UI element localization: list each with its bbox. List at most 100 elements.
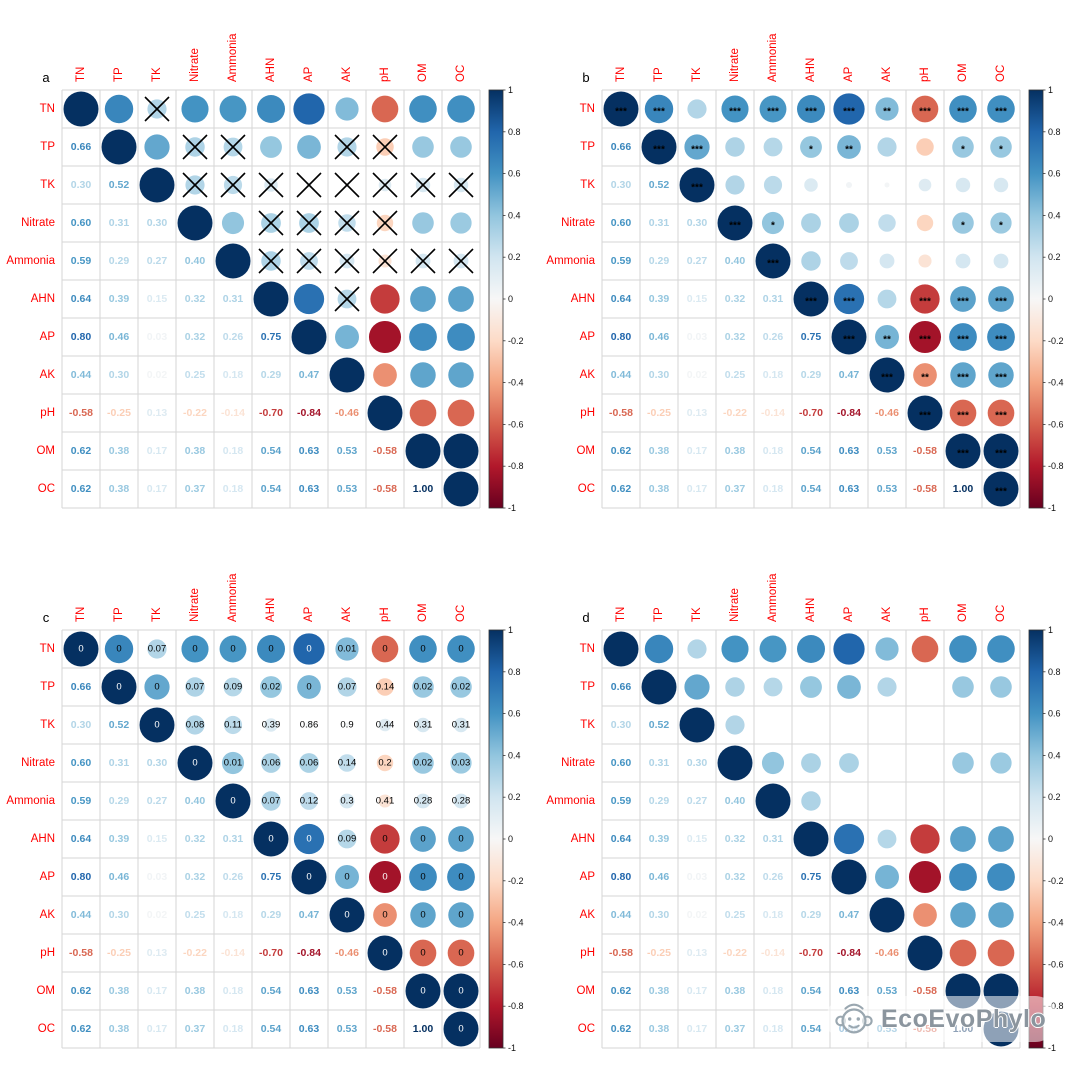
corr-circle-pH-OM bbox=[949, 939, 977, 967]
corr-value-OC-AK: 0.53 bbox=[877, 483, 898, 495]
corr-value-Ammonia-TP: 0.29 bbox=[109, 795, 130, 807]
col-label-OM: OM bbox=[957, 603, 969, 622]
corr-circle-pH-pH bbox=[907, 935, 943, 971]
sig-stars: * bbox=[999, 221, 1003, 232]
corr-circle-Nitrate-pH bbox=[916, 214, 934, 232]
corr-circle-AHN-AP bbox=[833, 283, 865, 315]
corr-circle-OC-OC bbox=[443, 471, 479, 507]
corr-value-pH-TP: -0.25 bbox=[647, 947, 671, 959]
corr-value-pH-Ammonia: -0.14 bbox=[761, 947, 785, 959]
corr-value-AK-AHN: 0.29 bbox=[801, 369, 822, 381]
p-value: 0.02 bbox=[452, 682, 471, 693]
corr-value-pH-AK: -0.46 bbox=[335, 947, 359, 959]
corr-value-pH-TK: 0.13 bbox=[687, 947, 708, 959]
corr-value-AP-AHN: 0.75 bbox=[261, 331, 282, 343]
corr-value-OC-TN: 0.62 bbox=[611, 1023, 632, 1035]
corr-circle-TN-TN bbox=[63, 91, 99, 127]
corr-value-Ammonia-TK: 0.27 bbox=[147, 255, 168, 267]
colorbar-tick-label: 0.6 bbox=[1048, 709, 1061, 719]
corr-circle-AP-AK bbox=[875, 865, 899, 889]
corr-value-OM-Ammonia: 0.18 bbox=[763, 445, 784, 457]
p-value: 0 bbox=[420, 986, 425, 997]
corr-circle-TK-OM bbox=[415, 717, 431, 733]
corr-value-Nitrate-TK: 0.30 bbox=[147, 757, 168, 769]
colorbar-tick-label: -0.8 bbox=[508, 1001, 524, 1011]
col-label-AP: AP bbox=[303, 66, 315, 82]
colorbar bbox=[488, 89, 504, 509]
insig-cross-icon bbox=[334, 172, 360, 198]
row-label-TK: TK bbox=[580, 179, 595, 191]
insig-cross-icon bbox=[334, 248, 360, 274]
col-label-TN: TN bbox=[75, 607, 87, 622]
corr-value-pH-AP: -0.84 bbox=[837, 947, 861, 959]
corr-circle-TN-TN bbox=[63, 631, 99, 667]
corr-circle-Nitrate-OC bbox=[990, 212, 1012, 234]
p-value: 0.86 bbox=[300, 720, 319, 731]
corr-value-OM-AP: 0.63 bbox=[299, 985, 320, 997]
corr-value-OM-Ammonia: 0.18 bbox=[223, 445, 244, 457]
col-label-Ammonia: Ammonia bbox=[767, 33, 779, 82]
corr-circle-Nitrate-AHN bbox=[261, 753, 281, 773]
corr-circle-Nitrate-OM bbox=[412, 212, 434, 234]
corr-circle-TN-TK bbox=[147, 639, 167, 659]
corr-circle-TK-OC bbox=[993, 177, 1009, 193]
sig-stars: *** bbox=[767, 107, 779, 118]
p-value: 0 bbox=[458, 1024, 463, 1035]
corr-circle-AP-OM bbox=[949, 323, 977, 351]
corr-value-AK-TP: 0.30 bbox=[649, 369, 670, 381]
p-value: 0.03 bbox=[452, 758, 471, 769]
row-label-TN: TN bbox=[580, 643, 595, 655]
panel-b: b TN TP TK Nitrate Ammonia AHN AP AK pH OM OC TN TP TK… bbox=[540, 0, 1080, 540]
corr-value-Ammonia-TN: 0.59 bbox=[71, 795, 92, 807]
row-label-AP: AP bbox=[580, 331, 596, 343]
corr-circle-Nitrate-AK bbox=[878, 214, 896, 232]
corr-circle-AP-AK bbox=[875, 325, 899, 349]
corr-value-Ammonia-TN: 0.59 bbox=[611, 255, 632, 267]
corr-circle-TN-pH bbox=[371, 95, 399, 123]
row-label-TN: TN bbox=[40, 103, 55, 115]
corr-circle-TN-TK bbox=[687, 639, 707, 659]
corr-circle-TP-AK bbox=[337, 677, 357, 697]
insig-cross-icon bbox=[372, 210, 398, 236]
p-value: 0 bbox=[78, 644, 83, 655]
corr-circle-TN-TP bbox=[104, 634, 134, 664]
corr-circle-TN-OM bbox=[949, 95, 977, 123]
corr-value-AHN-Ammonia: 0.31 bbox=[223, 833, 244, 845]
corr-value-pH-AHN: -0.70 bbox=[259, 947, 283, 959]
corr-circle-Ammonia-AHN bbox=[801, 791, 821, 811]
p-value: 0.12 bbox=[300, 796, 319, 807]
col-label-AK: AK bbox=[881, 66, 893, 82]
corr-value-OC-TK: 0.17 bbox=[147, 1023, 168, 1035]
corr-value-TK-TN: 0.30 bbox=[71, 179, 92, 191]
corr-circle-AP-AP bbox=[291, 859, 327, 895]
corr-value-OM-Nitrate: 0.38 bbox=[185, 445, 206, 457]
colorbar bbox=[1028, 89, 1044, 509]
p-value: 0 bbox=[382, 872, 387, 883]
corr-circle-AHN-OC bbox=[448, 286, 474, 312]
sig-stars: ** bbox=[845, 145, 853, 156]
corr-circle-TP-OC bbox=[990, 136, 1012, 158]
corr-circle-TP-AP bbox=[297, 135, 321, 159]
p-value: 0 bbox=[154, 720, 159, 731]
col-label-AP: AP bbox=[843, 606, 855, 622]
corr-circle-AHN-OM bbox=[410, 826, 436, 852]
corr-circle-pH-OM bbox=[949, 399, 977, 427]
colorbar-tick-label: 1 bbox=[1048, 625, 1053, 635]
corr-value-pH-Ammonia: -0.14 bbox=[761, 407, 785, 419]
corr-circle-TN-TP bbox=[104, 94, 134, 124]
corr-circle-TN-AHN bbox=[257, 95, 285, 123]
col-label-TK: TK bbox=[691, 67, 703, 82]
corr-value-Ammonia-TP: 0.29 bbox=[109, 255, 130, 267]
col-label-Nitrate: Nitrate bbox=[189, 48, 201, 82]
corr-circle-TN-Nitrate bbox=[181, 635, 209, 663]
colorbar-tick-label: -0.4 bbox=[1048, 378, 1064, 388]
colorbar-tick-label: -0.6 bbox=[508, 419, 524, 429]
corr-value-pH-TP: -0.25 bbox=[107, 407, 131, 419]
corr-circle-Ammonia-Ammonia bbox=[755, 783, 791, 819]
corr-value-Nitrate-TP: 0.31 bbox=[109, 757, 130, 769]
corr-value-AK-TN: 0.44 bbox=[611, 909, 632, 921]
insig-cross-icon bbox=[372, 134, 398, 160]
corr-value-OC-TP: 0.38 bbox=[109, 1023, 130, 1035]
corr-value-AK-Ammonia: 0.18 bbox=[763, 369, 784, 381]
